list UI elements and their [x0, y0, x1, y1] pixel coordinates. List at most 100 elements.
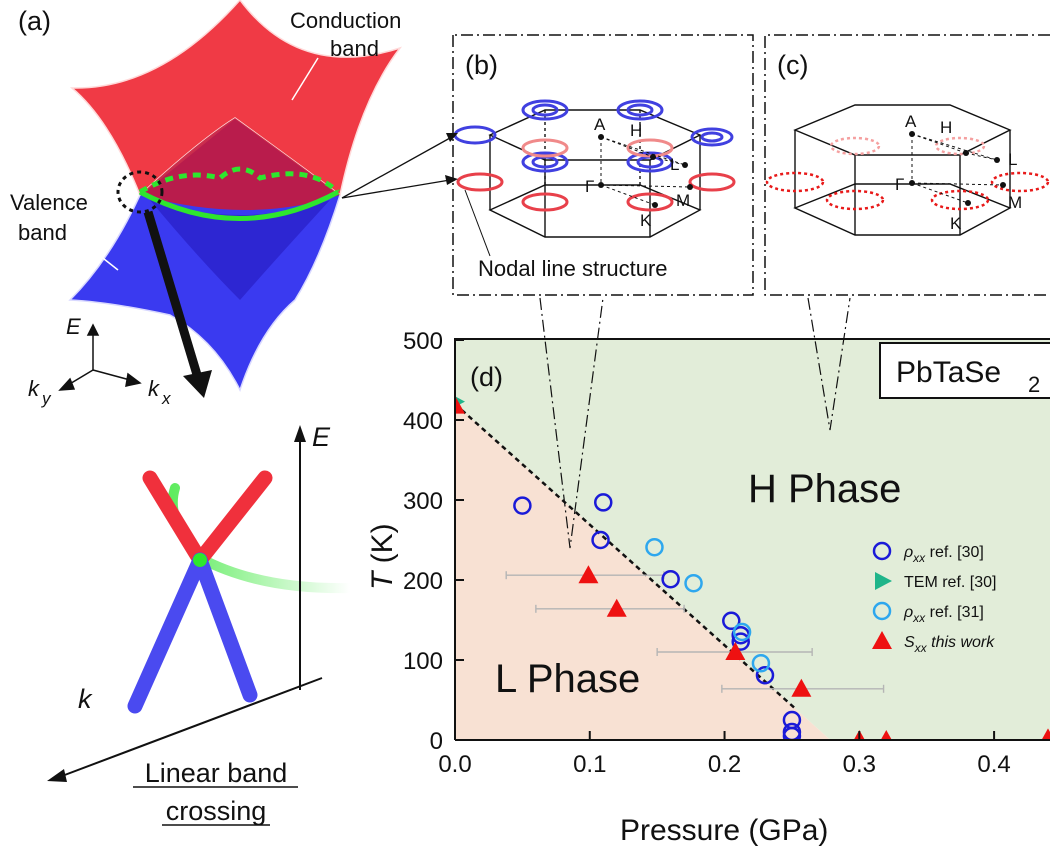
x-axis-title: Pressure (GPa)	[620, 814, 828, 847]
point-A-b: A	[594, 115, 606, 134]
data-point	[782, 726, 802, 740]
data-point	[725, 642, 746, 660]
data-point	[722, 611, 741, 631]
callout-b	[539, 297, 604, 549]
point-M-b: M	[676, 191, 690, 210]
panel-c-label: (c)	[777, 50, 808, 80]
plot-area	[455, 340, 1050, 740]
y-tick-label: 500	[403, 328, 443, 355]
blue-branch-right	[192, 552, 258, 703]
axis-kx-label: k	[148, 376, 160, 401]
conduction-leader	[291, 57, 319, 101]
data-point	[661, 569, 680, 589]
zoom-arrowhead	[183, 370, 212, 398]
point-L-c: L	[1008, 150, 1017, 169]
connector-top	[341, 137, 451, 199]
conduction-band-lower	[140, 118, 340, 210]
data-markers	[455, 395, 1050, 740]
bz-prism-c	[793, 104, 1012, 236]
point-L-b: L	[670, 155, 679, 174]
inset-e-arrowhead	[294, 425, 306, 442]
data-point	[732, 622, 752, 642]
material-subscript: 2	[1028, 372, 1040, 397]
red-branch-right	[192, 470, 273, 568]
panel-b-frame	[452, 34, 754, 296]
panel-d: 0.0 0.1 0.2 0.3 0.4 0 100 200 300 400 500 Pressure…	[366, 297, 1050, 847]
panel-b-label: (b)	[465, 50, 498, 80]
x-tick-label: 0.0	[438, 751, 471, 778]
caption-line-1: Linear band	[145, 758, 288, 788]
conduction-label-2: band	[330, 36, 379, 61]
data-point	[731, 632, 750, 651]
axis-ky-sub: y	[41, 389, 52, 408]
caption-line-2: crossing	[166, 796, 267, 826]
axis-ticks: 0.0 0.1 0.2 0.3 0.4 0 100 200 300 400 500	[403, 328, 1011, 778]
legend-marker	[872, 541, 892, 561]
caption-pointer-b	[464, 189, 491, 257]
panel-a-label: (a)	[18, 6, 51, 36]
y-tick-label: 200	[403, 568, 443, 595]
nodal-rings-mid-b	[521, 138, 674, 158]
x-tick-label: 0.1	[573, 751, 606, 778]
axis-kx-sub: x	[161, 389, 171, 408]
legend-label: ρxx ref. [30]	[903, 544, 984, 565]
legend: ρxx ref. [30] TEM ref. [30] ρxx ref. [31] S…	[872, 541, 996, 655]
point-K-c: K	[950, 214, 962, 233]
point-K-b: K	[640, 211, 652, 230]
nodal-rings-top-b	[453, 99, 734, 173]
data-point	[880, 730, 892, 740]
data-point	[751, 653, 771, 673]
bz-paths-c	[911, 133, 1004, 204]
panel-a: (a) Conduction band Valence band E k y k…	[10, 0, 403, 826]
x-tick-label: 0.3	[843, 751, 876, 778]
valence-band-inner	[150, 200, 330, 300]
valence-label-2: band	[18, 220, 67, 245]
data-point	[455, 395, 465, 414]
red-branch-left	[142, 470, 208, 568]
legend-label: ρxx ref. [31]	[903, 604, 984, 625]
h-phase-region	[455, 340, 1050, 740]
legend-marker	[875, 572, 892, 590]
data-point	[513, 496, 532, 515]
data-point	[684, 573, 703, 593]
nodal-rings-faint-c	[829, 136, 986, 156]
inset-k-label: k	[78, 684, 93, 714]
conduction-label-1: Conduction	[290, 8, 401, 33]
panel-c-frame	[764, 34, 1050, 296]
bz-points-c	[909, 131, 1006, 206]
point-M-c: M	[1008, 193, 1022, 212]
y-axis-title: T (K)	[366, 523, 399, 590]
connector-bottom	[341, 179, 451, 199]
crossing-point	[193, 553, 207, 567]
bz-prism-b	[488, 109, 702, 238]
data-point	[645, 537, 664, 557]
crossing-highlight-circle	[116, 170, 164, 214]
panel-d-label: (d)	[470, 362, 503, 392]
data-point	[594, 493, 613, 512]
point-G-c: Γ	[895, 175, 904, 194]
connector-bottom-head	[445, 175, 458, 185]
point-H-c: H	[940, 118, 952, 137]
point-A-c: A	[905, 112, 917, 131]
nodal-rings-c	[765, 171, 1050, 211]
panel-c: (c) A H L Γ K M	[764, 34, 1050, 296]
data-point	[606, 598, 627, 617]
k-axes	[58, 323, 142, 391]
point-H-b: H	[630, 121, 642, 140]
valence-label-1: Valence	[10, 190, 88, 215]
connector-top-head	[446, 133, 458, 142]
data-point	[591, 530, 610, 550]
nodal-ring-front	[138, 189, 340, 221]
data-point	[1041, 728, 1050, 740]
y-tick-label: 100	[403, 648, 443, 675]
legend-marker	[872, 601, 892, 621]
zoom-arrow	[143, 210, 203, 380]
legend-marker	[872, 631, 892, 649]
axis-ky-label: k	[28, 376, 40, 401]
valence-leader	[79, 239, 119, 271]
inset-e-label: E	[312, 422, 331, 452]
y-tick-label: 300	[403, 488, 443, 515]
x-tick-label: 0.2	[708, 751, 741, 778]
inset-k-arrowhead	[47, 769, 67, 782]
